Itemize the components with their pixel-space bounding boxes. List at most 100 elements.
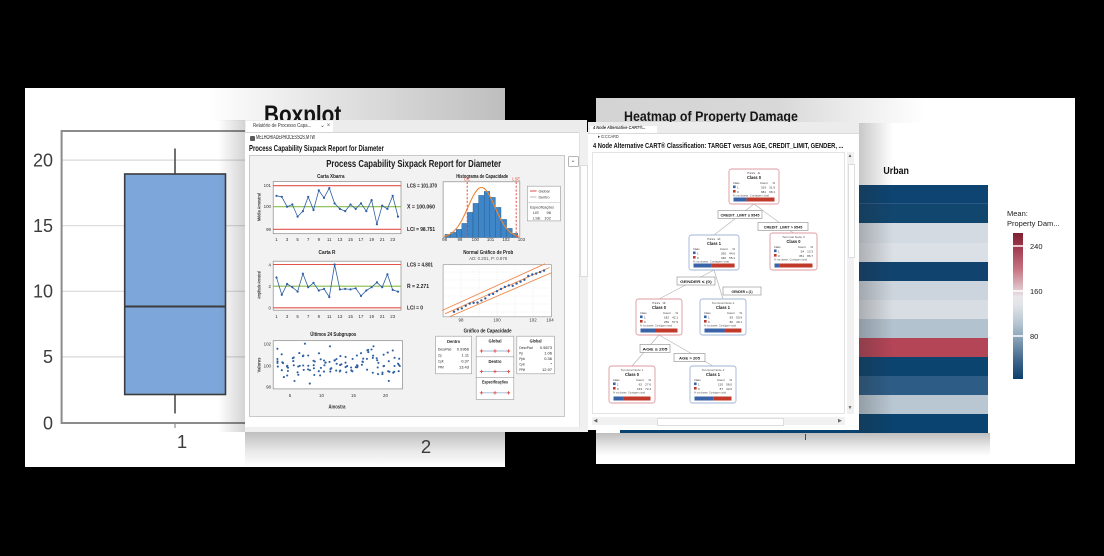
svg-text:15: 15 (33, 216, 53, 236)
svg-text:Amplitude Amostral: Amplitude Amostral (257, 271, 262, 299)
svg-text:5: 5 (297, 314, 300, 319)
svg-text:Especificações: Especificações (530, 204, 554, 209)
svg-text:3: 3 (286, 314, 289, 319)
svg-text:0: 0 (697, 256, 699, 260)
svg-text:%: % (739, 311, 742, 315)
svg-text:4: 4 (269, 262, 272, 267)
svg-text:0: 0 (778, 254, 780, 258)
svg-text:19: 19 (370, 237, 375, 242)
svg-text:1: 1 (697, 251, 699, 255)
svg-text:R̅ = 2.271: R̅ = 2.271 (407, 283, 430, 290)
svg-text:1: 1 (737, 185, 739, 189)
svg-text:58.0: 58.0 (726, 382, 732, 386)
svg-text:265: 265 (721, 251, 726, 255)
svg-text:0: 0 (708, 320, 710, 324)
svg-text:%: % (810, 245, 813, 249)
svg-text:319: 319 (761, 185, 766, 189)
svg-text:% na classe. Contagem total: % na classe. Contagem total (693, 259, 729, 263)
svg-text:17: 17 (359, 237, 364, 242)
svg-text:2: 2 (269, 284, 272, 289)
svg-text:44.6: 44.6 (729, 251, 735, 255)
svg-text:98: 98 (443, 237, 448, 242)
svg-text:Count: Count (760, 181, 768, 185)
svg-text:PPM: PPM (438, 364, 444, 369)
svg-text:0: 0 (644, 320, 646, 324)
svg-text:102: 102 (503, 237, 511, 242)
svg-text:86.7: 86.7 (807, 254, 813, 258)
svg-text:7: 7 (307, 237, 310, 242)
svg-text:Carta R: Carta R (319, 250, 336, 256)
svg-text:Ppk: Ppk (520, 356, 526, 361)
svg-text:23: 23 (391, 314, 396, 319)
svg-text:AGE ≤ 205: AGE ≤ 205 (643, 347, 668, 351)
svg-text:0: 0 (617, 387, 619, 391)
svg-text:101: 101 (264, 183, 272, 188)
svg-text:1: 1 (708, 315, 710, 319)
svg-text:%: % (772, 181, 775, 185)
svg-text:%: % (729, 378, 732, 382)
svg-text:0: 0 (269, 305, 272, 310)
svg-text:80: 80 (730, 320, 734, 324)
svg-text:% na classe. Contagem total: % na classe. Contagem total (704, 323, 736, 327)
svg-text:72.4: 72.4 (645, 387, 651, 391)
svg-text:83: 83 (730, 315, 734, 319)
svg-text:X̅ = 100.060: X̅ = 100.060 (407, 203, 436, 210)
svg-text:55.4: 55.4 (729, 256, 735, 260)
svg-text:250: 250 (664, 320, 669, 324)
svg-text:13.3: 13.3 (807, 249, 813, 253)
svg-text:0: 0 (737, 190, 739, 194)
svg-text:GENDER ≤ (0): GENDER ≤ (0) (680, 280, 712, 284)
svg-text:0: 0 (43, 413, 53, 433)
svg-text:1.11: 1.11 (462, 352, 470, 357)
svg-text:Nó 2: Nó 2 (707, 237, 721, 241)
svg-text:*: * (551, 361, 553, 366)
svg-text:LCS = 4.801: LCS = 4.801 (407, 262, 433, 268)
svg-text:98: 98 (459, 317, 464, 322)
svg-text:Normal Gráfico de Prob: Normal Gráfico de Prob (464, 250, 514, 256)
svg-text:Class 0: Class 0 (747, 175, 762, 180)
svg-text:% na classe. Contagem total: % na classe. Contagem total (613, 390, 645, 394)
svg-text:AGE > 205: AGE > 205 (679, 356, 700, 360)
svg-text:21: 21 (380, 314, 385, 319)
svg-text:Class: Class (640, 311, 647, 315)
svg-text:11: 11 (327, 237, 332, 242)
svg-text:Class 0: Class 0 (652, 305, 667, 310)
svg-text:681: 681 (761, 190, 766, 194)
svg-text:Count: Count (798, 245, 806, 249)
svg-text:Class 0: Class 0 (787, 239, 802, 244)
svg-text:Count: Count (727, 311, 735, 315)
svg-text:21: 21 (380, 237, 385, 242)
svg-text:87: 87 (720, 387, 724, 391)
svg-text:163: 163 (637, 387, 642, 391)
svg-text:CREDIT_LIMIT ≤ 9545: CREDIT_LIMIT ≤ 9545 (721, 213, 760, 217)
svg-text:LSE: LSE (513, 176, 521, 181)
svg-text:15: 15 (348, 237, 353, 242)
svg-text:1: 1 (617, 382, 619, 386)
svg-text:1: 1 (698, 382, 700, 386)
svg-text:100: 100 (264, 204, 272, 209)
svg-text:%: % (732, 247, 735, 251)
svg-text:99: 99 (458, 237, 463, 242)
svg-text:Cpm: Cpm (520, 361, 526, 366)
svg-text:62: 62 (639, 382, 643, 386)
svg-text:104: 104 (547, 317, 555, 322)
svg-text:5: 5 (297, 237, 300, 242)
svg-text:CREDIT_LIMIT > 9545: CREDIT_LIMIT > 9545 (764, 225, 803, 229)
svg-text:10: 10 (319, 393, 324, 398)
svg-text:20: 20 (383, 393, 388, 398)
svg-text:31.9: 31.9 (769, 185, 775, 189)
svg-text:102: 102 (545, 215, 552, 220)
svg-text:Dentro: Dentro (539, 194, 551, 199)
svg-text:Gráfico de Capacidade: Gráfico de Capacidade (464, 328, 512, 334)
svg-text:0.36: 0.36 (545, 356, 554, 361)
svg-text:Valores: Valores (257, 357, 262, 373)
svg-text:42.1: 42.1 (672, 315, 678, 319)
svg-text:Global: Global (530, 338, 542, 343)
svg-text:0.37: 0.37 (462, 358, 471, 363)
svg-text:LCI = 0: LCI = 0 (407, 305, 423, 311)
svg-text:LSE: LSE (533, 215, 541, 220)
svg-text:7: 7 (307, 314, 310, 319)
svg-text:3: 3 (286, 237, 289, 242)
svg-text:101: 101 (487, 237, 495, 242)
svg-text:Class 0: Class 0 (625, 372, 640, 377)
